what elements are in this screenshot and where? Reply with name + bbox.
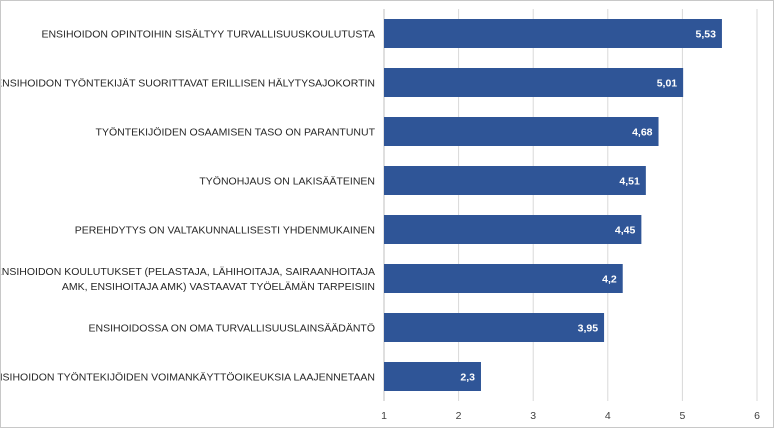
bar: [384, 215, 642, 244]
data-label: 5,01: [657, 78, 678, 90]
data-label: 4,68: [632, 127, 653, 139]
category-label: TYÖNTEKIJÖIDEN OSAAMISEN TASO ON PARANTU…: [96, 127, 376, 139]
category-label-line: PEREHDYTYS ON VALTAKUNNALLISESTI YHDENMU…: [75, 225, 375, 237]
category-label-line: ENSIHOIDON KOULUTUKSET (PELASTAJA, LÄHIH…: [1, 266, 375, 278]
category-label-line: TYÖNOHJAUS ON LAKISÄÄTEINEN: [199, 176, 375, 188]
category-label-line: TYÖNTEKIJÖIDEN OSAAMISEN TASO ON PARANTU…: [96, 127, 376, 139]
data-label: 4,51: [619, 176, 640, 188]
category-label: ENSIHOIDON TYÖNTEKIJÖIDEN VOIMANKÄYTTÖOI…: [1, 372, 375, 384]
bar: [384, 68, 684, 97]
bar: [384, 264, 623, 293]
category-label: TYÖNOHJAUS ON LAKISÄÄTEINEN: [199, 176, 375, 188]
bar: [384, 166, 646, 195]
category-label-layer: ENSIHOIDON OPINTOIHIN SISÄLTYY TURVALLIS…: [1, 29, 376, 384]
category-label-line: ENSIHOIDON TYÖNTEKIJÖIDEN VOIMANKÄYTTÖOI…: [1, 372, 375, 384]
category-label-line: AMK, ENSIHOITAJA AMK) VASTAAVAT TYÖELÄMÄ…: [62, 281, 375, 293]
data-label: 2,3: [460, 372, 475, 384]
bar: [384, 19, 722, 48]
x-tick-label: 1: [381, 410, 387, 422]
data-label: 5,53: [696, 29, 717, 41]
tick-label-layer: 1 2 3 4 5 6: [381, 410, 760, 422]
category-label: ENSIHOIDOSSA ON OMA TURVALLISUUSLAINSÄÄD…: [89, 323, 376, 335]
grid-layer: [383, 9, 758, 401]
x-tick-label: 2: [456, 410, 462, 422]
bar: [384, 362, 481, 391]
x-tick-label: 5: [679, 410, 685, 422]
x-tick-label: 4: [605, 410, 611, 422]
category-label-line: ENSIHOIDON OPINTOIHIN SISÄLTYY TURVALLIS…: [41, 29, 375, 41]
data-label: 3,95: [578, 323, 599, 335]
data-label: 4,45: [615, 225, 636, 237]
category-label-line: ENSIHOIDON TYÖNTEKIJÄT SUORITTAVAT ERILL…: [1, 78, 375, 90]
x-tick-label: 6: [754, 410, 760, 422]
x-tick-label: 3: [530, 410, 536, 422]
category-label: ENSIHOIDON KOULUTUKSET (PELASTAJA, LÄHIH…: [1, 266, 375, 293]
bar: [384, 313, 605, 342]
category-label: ENSIHOIDON OPINTOIHIN SISÄLTYY TURVALLIS…: [41, 29, 375, 41]
bar: [384, 117, 659, 146]
bar-layer: 5,53 5,01 4,68 4,51 4,45 4,2 3,95 2,3: [384, 19, 722, 391]
category-label: ENSIHOIDON TYÖNTEKIJÄT SUORITTAVAT ERILL…: [1, 78, 375, 90]
data-label: 4,2: [602, 274, 617, 286]
category-label-line: ENSIHOIDOSSA ON OMA TURVALLISUUSLAINSÄÄD…: [89, 323, 376, 335]
category-label: PEREHDYTYS ON VALTAKUNNALLISESTI YHDENMU…: [75, 225, 375, 237]
